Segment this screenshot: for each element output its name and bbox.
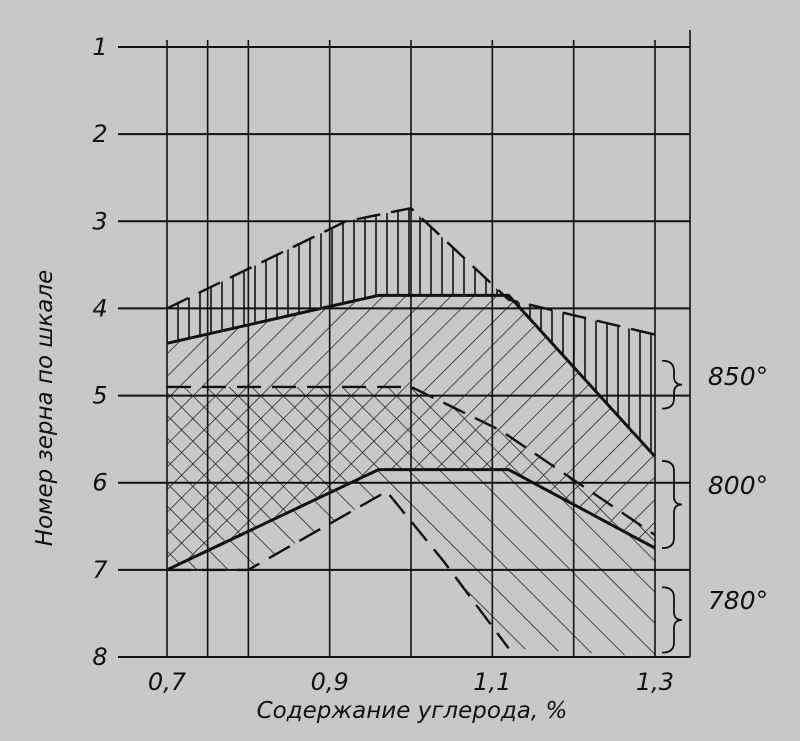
hatch-850-upper (167, 208, 655, 457)
chart-text: Номер зерна по шкале Содержание углерода… (32, 33, 768, 724)
x-tick-label: 0,9 (311, 668, 349, 696)
x-axis-label: Содержание углерода, % (257, 698, 568, 724)
legend-bracket (661, 359, 683, 410)
y-axis-label: Номер зерна по шкале (32, 270, 58, 547)
legend-bracket (661, 460, 683, 549)
legend-bracket (661, 586, 683, 654)
y-tick-label: 5 (92, 382, 107, 410)
y-tick-label: 1 (92, 33, 107, 61)
band-hatching (167, 208, 655, 657)
legend-label: 800° (708, 471, 768, 500)
boundary-850-upper-solid (166, 293, 657, 458)
y-tick-label: 2 (92, 120, 107, 148)
boundary-850-lower-solid (166, 468, 656, 572)
band-boundaries (166, 206, 657, 650)
hatch-780 (167, 469, 655, 657)
boundary-800-dashed (167, 385, 656, 536)
legend-label: 780° (708, 586, 768, 615)
y-tick-label: 8 (92, 643, 107, 671)
x-tick-label: 1,1 (473, 668, 511, 696)
x-tick-label: 0,7 (148, 668, 187, 696)
boundary-780-dashed (167, 489, 510, 650)
y-tick-label: 6 (92, 469, 107, 497)
boundary-850-upper-dashed (166, 206, 656, 336)
legend-label: 850° (708, 362, 768, 391)
y-tick-label: 4 (92, 294, 107, 322)
y-tick-label: 3 (92, 207, 107, 235)
x-tick-label: 1,3 (636, 668, 674, 696)
y-tick-label: 7 (92, 556, 108, 584)
hatch-800-overlap (167, 386, 655, 570)
